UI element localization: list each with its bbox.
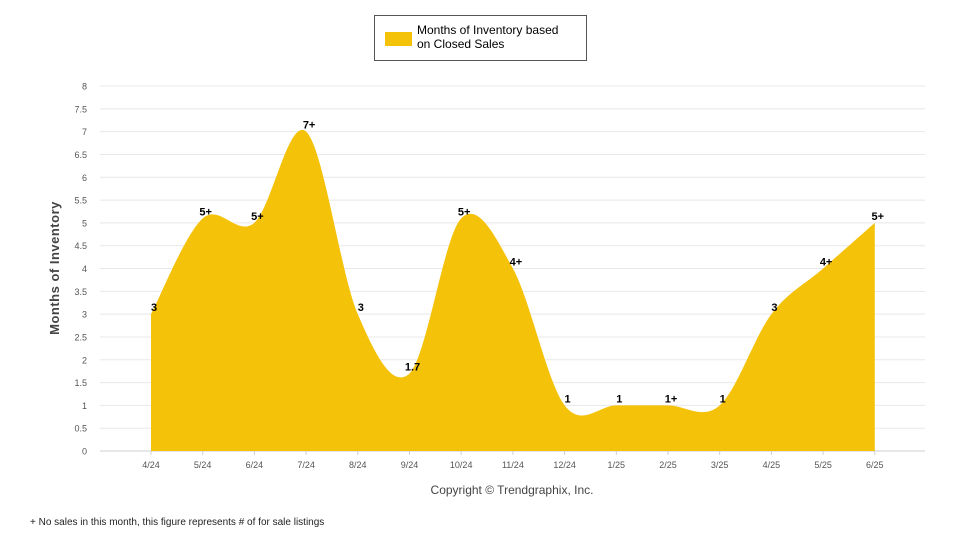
area-series — [151, 129, 875, 451]
data-label: 3 — [771, 302, 777, 314]
y-tick-label: 5.5 — [74, 196, 87, 206]
y-tick-label: 4.5 — [74, 241, 87, 251]
y-tick-label: 4 — [82, 264, 87, 274]
x-tick-label: 6/25 — [866, 460, 884, 470]
x-tick-label: 7/24 — [297, 460, 315, 470]
data-label: 1 — [616, 393, 622, 405]
y-tick-label: 1 — [82, 401, 87, 411]
copyright-text: Copyright © Trendgraphix, Inc. — [431, 483, 594, 497]
x-tick-label: 2/25 — [659, 460, 677, 470]
x-tick-label: 4/24 — [142, 460, 160, 470]
x-tick-label: 11/24 — [502, 460, 524, 470]
legend-swatch — [385, 32, 412, 46]
data-label: 4+ — [820, 257, 833, 269]
data-label: 5+ — [199, 206, 212, 218]
x-tick-label: 12/24 — [553, 460, 576, 470]
y-tick-label: 0 — [82, 447, 87, 457]
data-label: 1 — [720, 393, 726, 405]
y-tick-label: 3 — [82, 310, 87, 320]
x-tick-label: 1/25 — [608, 460, 626, 470]
data-label: 4+ — [510, 257, 523, 269]
y-tick-label: 5 — [82, 218, 87, 228]
data-label: 1 — [565, 393, 571, 405]
data-label: 1+ — [665, 393, 678, 405]
footnote: + No sales in this month, this figure re… — [30, 517, 325, 528]
data-label: 5+ — [872, 211, 885, 223]
y-tick-label: 2.5 — [74, 332, 87, 342]
x-tick-label: 9/24 — [401, 460, 419, 470]
y-tick-label: 1.5 — [74, 378, 87, 388]
x-tick-label: 5/25 — [814, 460, 832, 470]
y-tick-label: 2 — [82, 355, 87, 365]
x-tick-label: 6/24 — [246, 460, 264, 470]
y-tick-label: 6.5 — [74, 150, 87, 160]
y-axis-title: Months of Inventory — [47, 201, 62, 335]
x-tick-label: 3/25 — [711, 460, 729, 470]
data-label: 5+ — [458, 206, 471, 218]
x-tick-label: 5/24 — [194, 460, 212, 470]
x-tick-label: 4/25 — [763, 460, 781, 470]
x-tick-label: 10/24 — [450, 460, 473, 470]
y-tick-label: 7 — [82, 127, 87, 137]
y-tick-label: 0.5 — [74, 424, 87, 434]
y-tick-label: 6 — [82, 173, 87, 183]
legend-label: Months of Inventory based — [417, 23, 558, 37]
y-tick-label: 7.5 — [74, 104, 87, 114]
x-tick-label: 8/24 — [349, 460, 367, 470]
data-label: 1.7 — [405, 361, 420, 373]
data-label: 3 — [358, 302, 364, 314]
y-tick-label: 3.5 — [74, 287, 87, 297]
data-label: 5+ — [251, 211, 264, 223]
data-label: 3 — [151, 302, 157, 314]
y-tick-label: 8 — [82, 82, 87, 92]
data-label: 7+ — [303, 120, 316, 132]
legend-label: on Closed Sales — [417, 37, 504, 51]
